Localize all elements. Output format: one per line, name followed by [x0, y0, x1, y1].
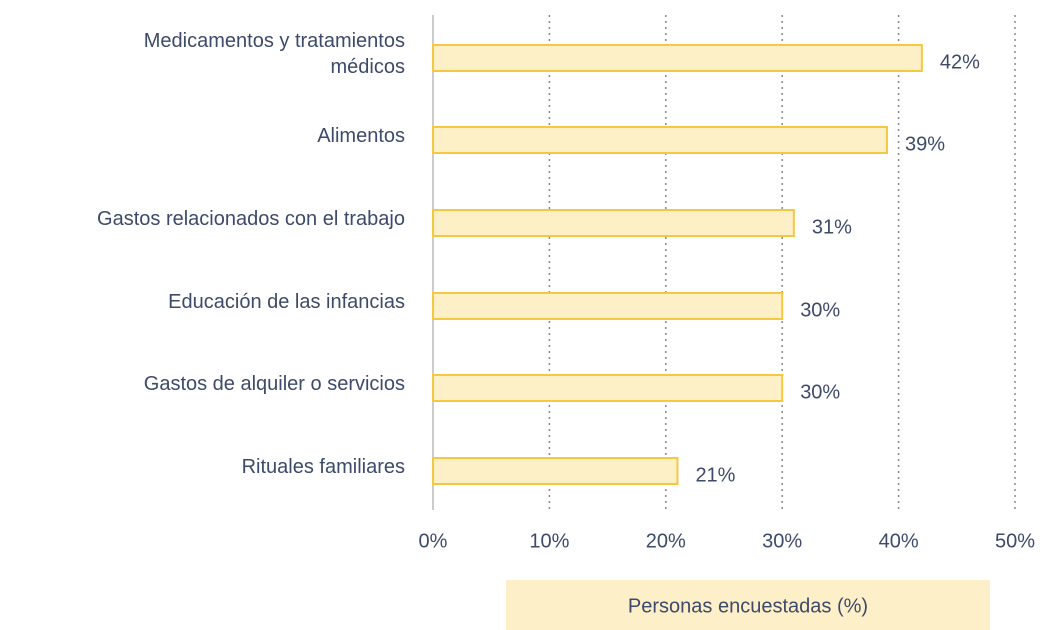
x-tick-label: 30%: [762, 530, 802, 552]
value-label: 31%: [812, 216, 852, 238]
category-label: Alimentos: [317, 125, 405, 147]
category-label: Rituales familiares: [241, 456, 405, 478]
x-tick-label: 50%: [995, 530, 1035, 552]
value-label: 39%: [905, 133, 945, 155]
bar: [432, 457, 679, 485]
category-label: Medicamentos y tratamientos médicos: [143, 30, 405, 78]
value-label: 21%: [695, 464, 735, 486]
category-label: Educación de las infancias: [168, 291, 405, 313]
x-tick-label: 10%: [529, 530, 569, 552]
bar: [432, 292, 784, 320]
bar: [432, 374, 784, 402]
bar: [432, 44, 923, 72]
category-label: Gastos de alquiler o servicios: [143, 373, 405, 395]
value-label: 30%: [800, 299, 840, 321]
category-label: Gastos relacionados con el trabajo: [97, 208, 405, 230]
x-tick-label: 40%: [879, 530, 919, 552]
bar: [432, 126, 888, 154]
x-tick-label: 20%: [646, 530, 686, 552]
value-label: 42%: [940, 51, 980, 73]
x-label-box: [506, 580, 990, 630]
x-axis-label: Personas encuestadas (%): [628, 595, 868, 617]
x-tick-label: 0%: [419, 530, 448, 552]
value-label: 30%: [800, 381, 840, 403]
bar: [432, 209, 795, 237]
